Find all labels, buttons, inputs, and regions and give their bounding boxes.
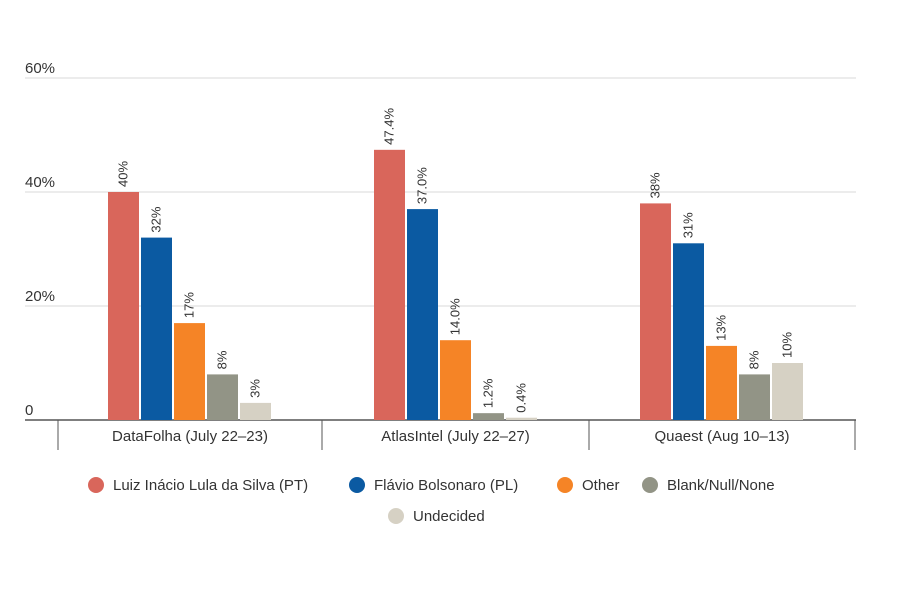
bar: [640, 203, 671, 420]
bar: [374, 149, 405, 420]
data-label: 10%: [780, 332, 795, 358]
legend-marker: [88, 477, 104, 493]
data-label: 31%: [681, 212, 696, 238]
data-label: 3%: [248, 379, 263, 398]
data-label: 13%: [714, 314, 729, 340]
bar: [673, 243, 704, 420]
bar: [772, 363, 803, 420]
data-label: 47.4%: [382, 108, 397, 145]
y-tick-label: 20%: [25, 288, 55, 305]
bar: [141, 237, 172, 420]
data-label: 40%: [116, 161, 131, 187]
data-label: 1.2%: [481, 378, 496, 408]
data-label: 0.4%: [514, 383, 529, 413]
bar: [739, 374, 770, 420]
bar: [440, 340, 471, 420]
data-label: 17%: [182, 292, 197, 318]
legend-marker: [642, 477, 658, 493]
data-label: 37.0%: [415, 167, 430, 204]
data-label: 14.0%: [448, 298, 463, 335]
x-category-label: Quaest (Aug 10–13): [654, 428, 789, 445]
y-tick-label: 40%: [25, 174, 55, 191]
data-label: 8%: [747, 350, 762, 369]
data-label: 8%: [215, 350, 230, 369]
data-label: 32%: [149, 206, 164, 232]
legend-marker: [349, 477, 365, 493]
bar: [240, 402, 271, 420]
y-tick-label: 60%: [25, 60, 55, 77]
bar: [407, 209, 438, 420]
bar: [473, 413, 504, 420]
legend-label: Undecided: [413, 508, 485, 525]
legend-label: Flávio Bolsonaro (PL): [374, 477, 518, 494]
x-category-label: AtlasIntel (July 22–27): [381, 428, 529, 445]
legend-marker: [557, 477, 573, 493]
bar: [706, 345, 737, 420]
legend-label: Blank/Null/None: [667, 477, 775, 494]
data-label: 38%: [648, 172, 663, 198]
bar: [207, 374, 238, 420]
bar: [108, 192, 139, 420]
legend-label: Luiz Inácio Lula da Silva (PT): [113, 477, 308, 494]
y-tick-label: 0: [25, 402, 33, 419]
bar: [174, 323, 205, 420]
legend-label: Other: [582, 477, 620, 494]
x-category-label: DataFolha (July 22–23): [112, 428, 268, 445]
legend-marker: [388, 508, 404, 524]
bar: [506, 417, 537, 420]
